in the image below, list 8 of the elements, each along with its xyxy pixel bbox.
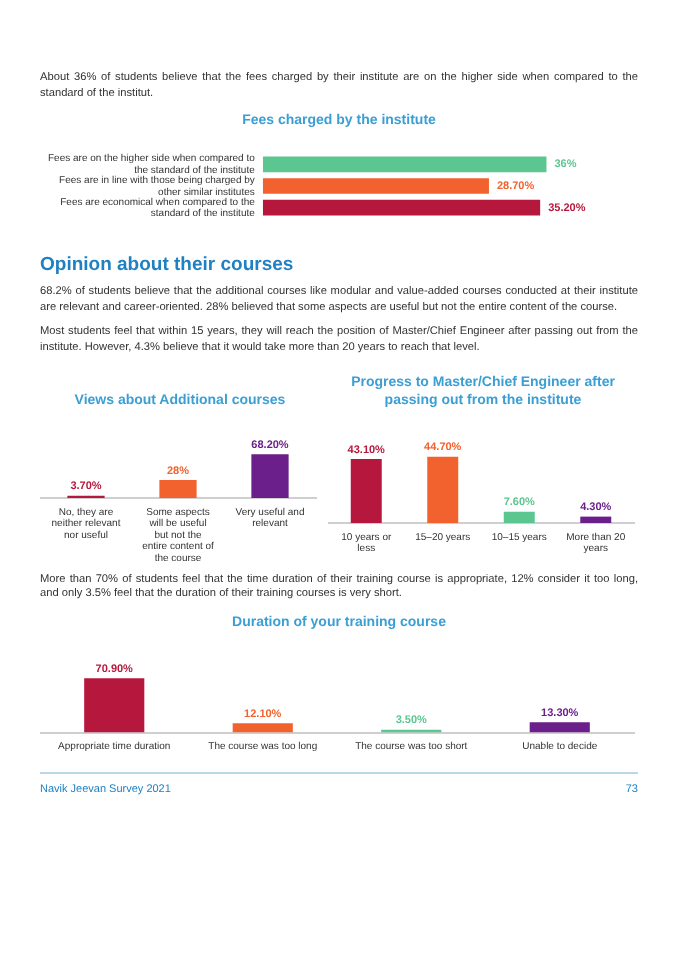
bar [529,721,590,732]
bar [580,515,612,523]
bar [427,455,459,523]
bar [232,722,293,732]
text: Opinion about their courses [40,254,296,277]
bar [503,510,535,523]
bar [350,458,382,523]
bar [84,677,145,732]
